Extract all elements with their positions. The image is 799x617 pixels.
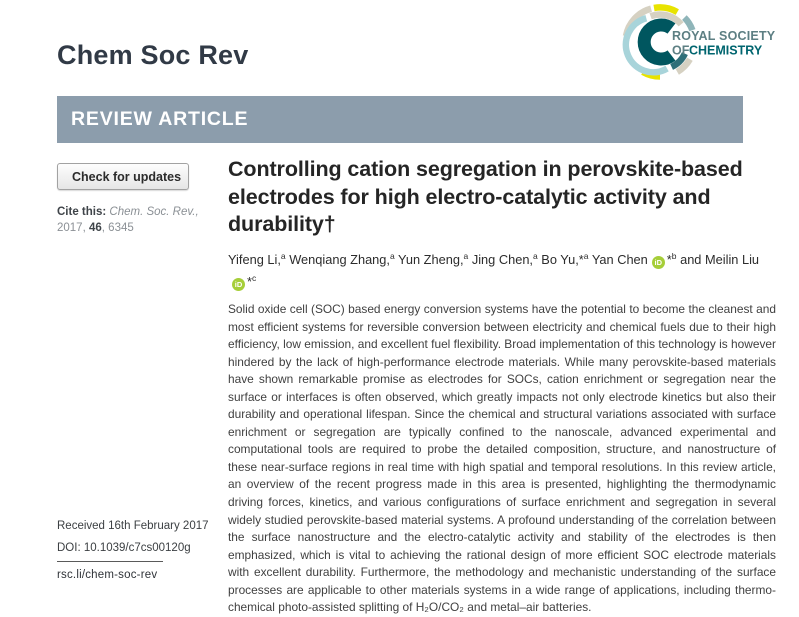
author-name: Yifeng Li,: [228, 252, 281, 267]
cite-label: Cite this:: [57, 206, 107, 218]
orcid-icon[interactable]: iD: [232, 278, 245, 291]
rsc-logo-text-of: OF: [672, 44, 690, 58]
article-type-banner: REVIEW ARTICLE: [57, 96, 743, 143]
rsc-logo-rings: [622, 4, 696, 80]
author-affiliation: a: [533, 251, 538, 261]
doi: DOI: 10.1039/c7cs00120g: [57, 542, 191, 554]
received-date: Received 16th February 2017: [57, 520, 209, 532]
orcid-icon[interactable]: iD: [651, 256, 665, 269]
rsc-logo: ROYAL SOCIETY OF CHEMISTRY: [622, 4, 776, 80]
author-affiliation: c: [251, 273, 257, 283]
author-name: Jing Chen,: [471, 252, 533, 267]
sidebar-divider: [57, 561, 163, 562]
author-name: Wenqiang Zhang,: [289, 252, 390, 267]
check-for-updates-button[interactable]: Check for updates: [57, 163, 189, 190]
journal-title: Chem Soc Rev: [57, 40, 249, 70]
author-line: Yifeng Li,a Wenqiang Zhang,a Yun Zheng,a…: [228, 251, 760, 291]
author-affiliation: a: [280, 251, 286, 261]
cite-volume: 46: [88, 221, 102, 234]
article-title: Controlling cation segregation in perovs…: [228, 157, 743, 236]
article-type-label: REVIEW ARTICLE: [71, 108, 249, 130]
author-affiliation: a: [583, 251, 589, 261]
author-name: Meilin Liu: [704, 252, 760, 267]
citation: Cite this: Chem. Soc. Rev., 2017, 46, 63…: [57, 205, 229, 236]
corresponding-author-star: *: [247, 274, 252, 289]
author-affiliation: a: [389, 251, 395, 261]
rsc-logo-text-chemistry: CHEMISTRY: [689, 44, 763, 58]
author-affiliation: a: [463, 251, 469, 261]
cite-journal: Chem. Soc. Rev.,: [109, 206, 199, 218]
abstract-text: Solid oxide cell (SOC) based energy conv…: [228, 302, 776, 615]
journal-link[interactable]: rsc.li/chem-soc-rev: [57, 569, 158, 581]
cite-year: 2017,: [57, 221, 86, 234]
author-affiliation: b: [671, 251, 677, 261]
author-name: Yun Zheng,: [398, 252, 464, 267]
author-name: Bo Yu,*: [541, 252, 584, 267]
author-name: Yan Chen: [591, 252, 648, 267]
corresponding-author-star: *: [666, 252, 672, 267]
rsc-logo-text-line1: ROYAL SOCIETY: [672, 29, 776, 43]
cite-pages: , 6345: [101, 221, 134, 234]
check-for-updates-label: Check for updates: [72, 169, 182, 184]
